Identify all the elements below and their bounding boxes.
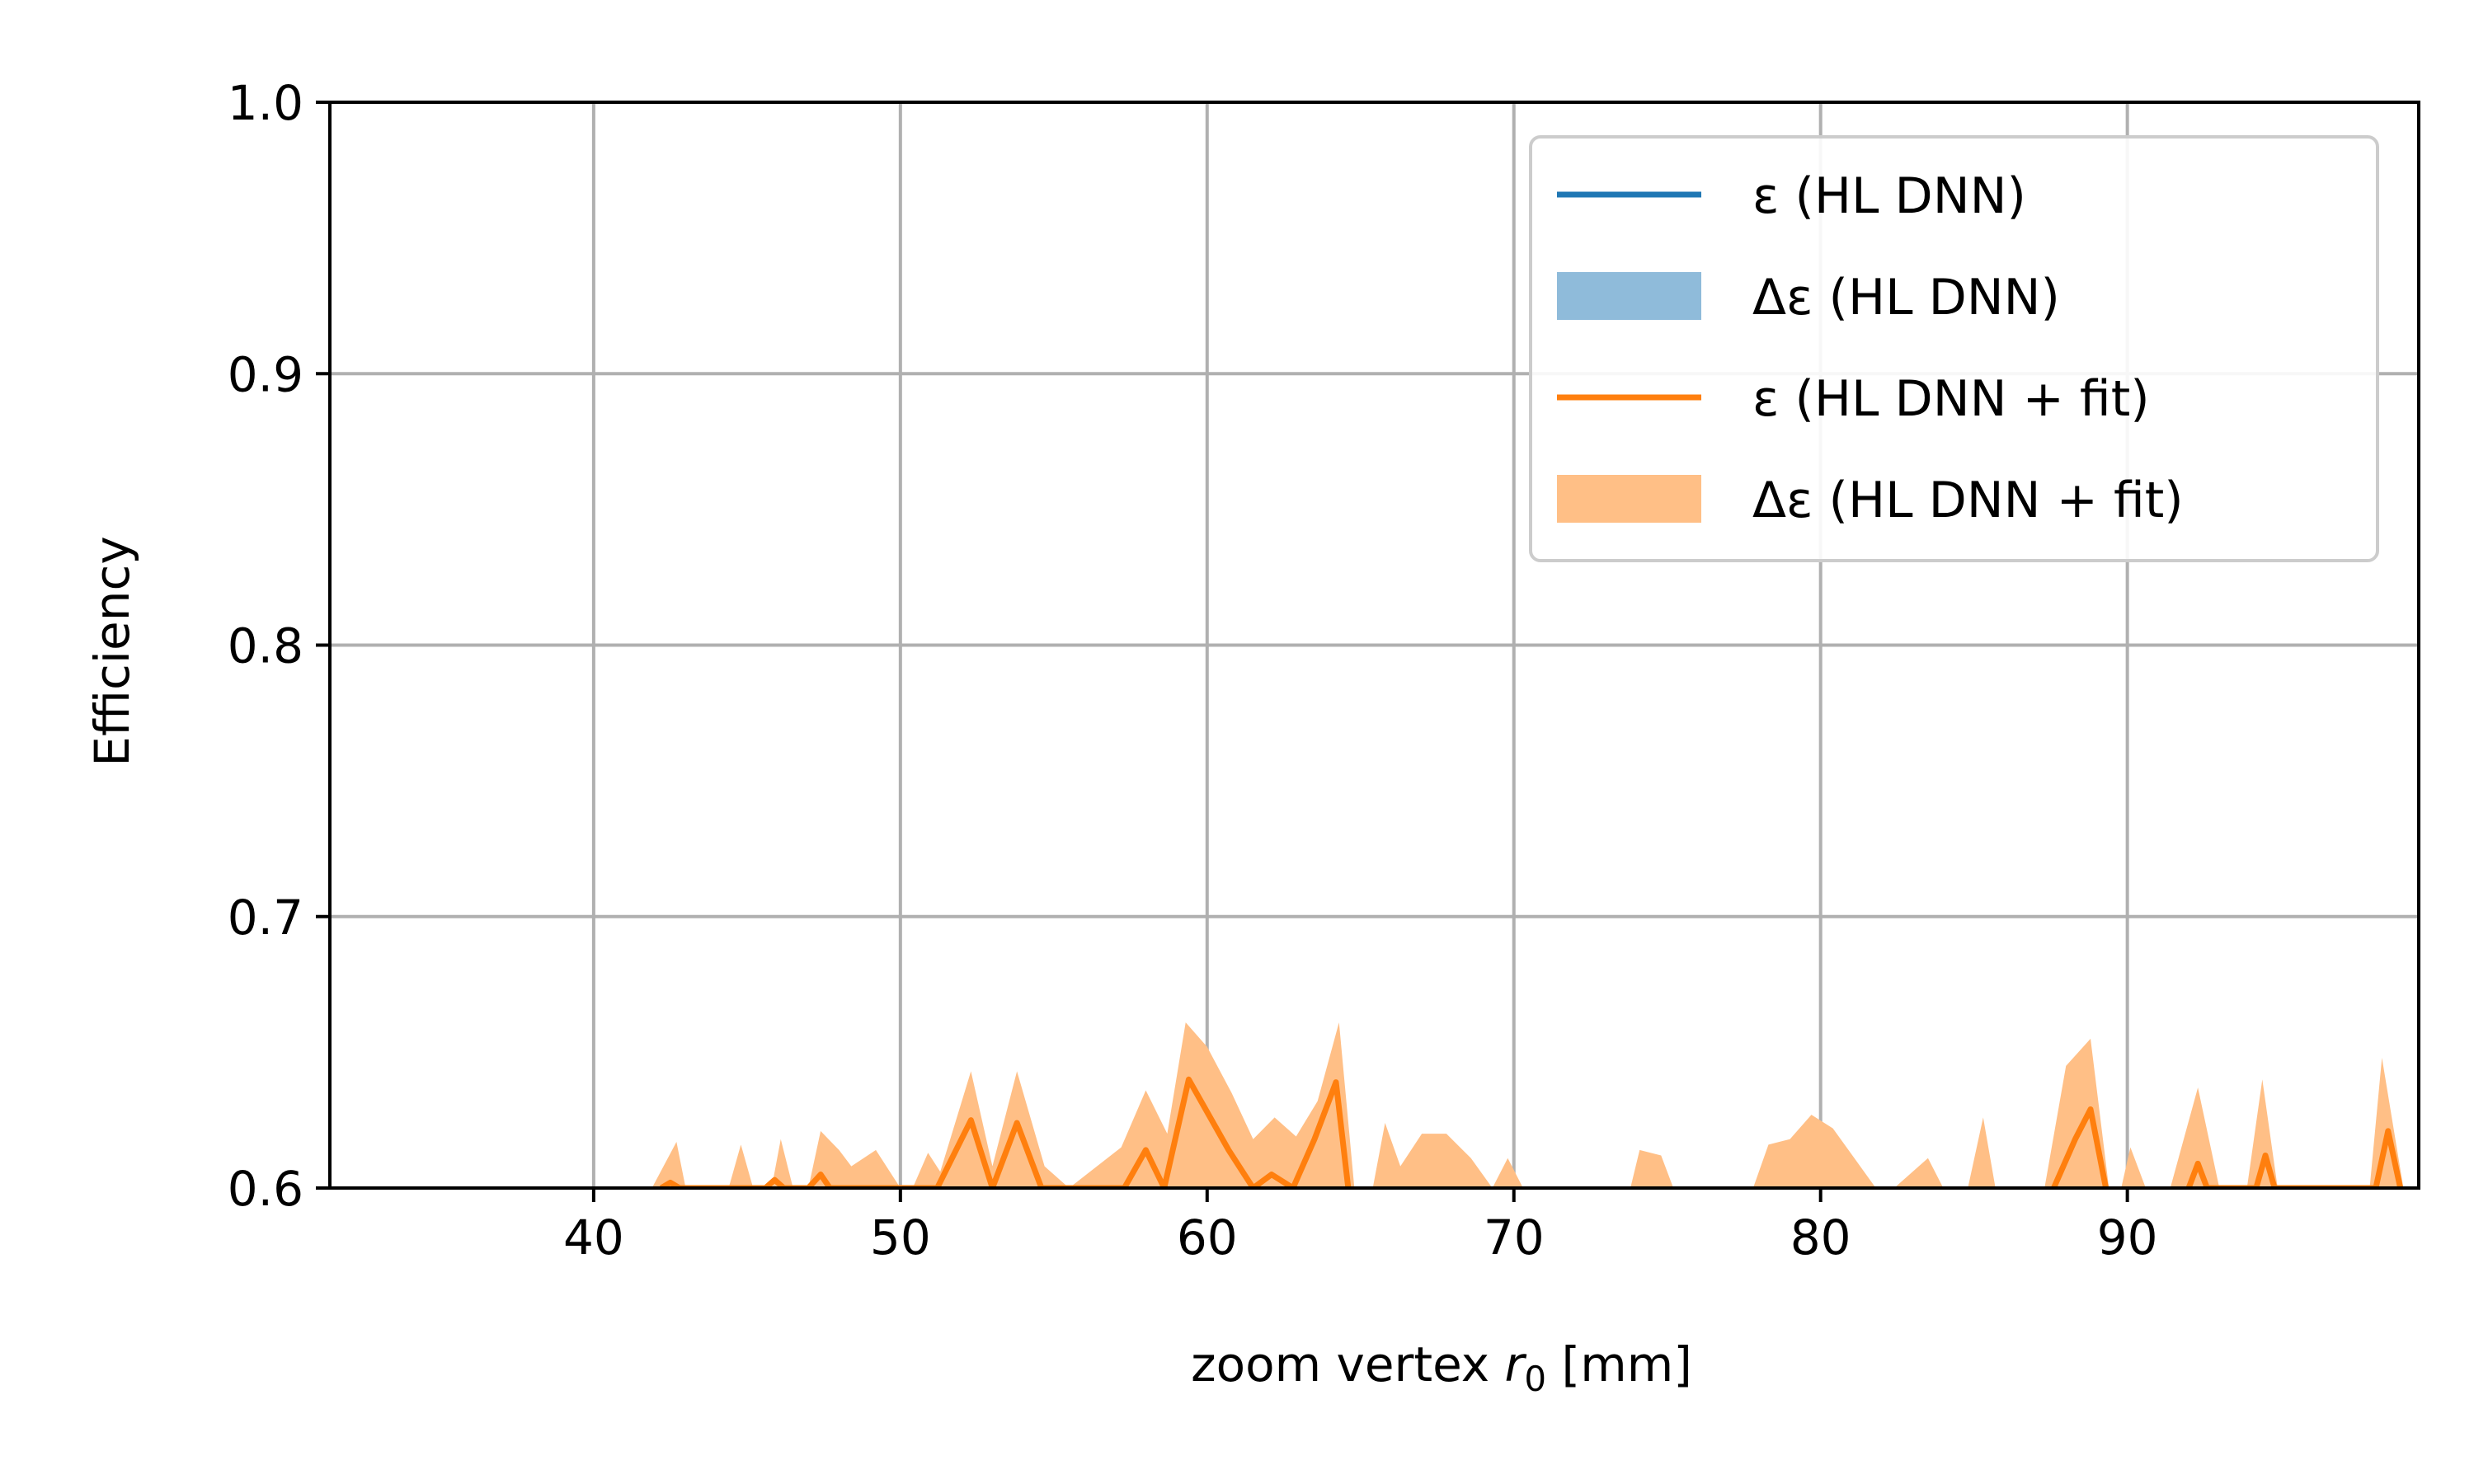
legend-box — [1529, 135, 2379, 562]
x-axis-label: zoom vertex r0 [mm] — [1191, 1336, 1692, 1399]
y-tick-label: 0.9 — [228, 346, 303, 402]
plot-data — [651, 1022, 2404, 1188]
legend-label: Δε (HL DNN + fit) — [1752, 472, 2184, 529]
x-tick-label: 40 — [563, 1209, 624, 1266]
x-tick-label: 50 — [870, 1209, 931, 1266]
y-tick-label: 0.7 — [228, 890, 303, 946]
efficiency-line — [659, 1076, 1352, 1188]
x-tick-label: 80 — [1790, 1209, 1851, 1266]
legend-patch-swatch — [1557, 475, 1701, 523]
y-tick-label: 0.8 — [228, 618, 303, 674]
efficiency-line — [2051, 1106, 2109, 1188]
legend-label: Δε (HL DNN) — [1752, 269, 2060, 326]
y-tick-label: 0.6 — [228, 1161, 303, 1217]
efficiency-line — [2185, 1128, 2404, 1188]
legend-patch-swatch — [1557, 272, 1701, 320]
y-axis-label: Efficiency — [84, 536, 140, 766]
x-tick-label: 90 — [2097, 1209, 2158, 1266]
y-tick-label: 1.0 — [228, 75, 303, 131]
uncertainty-band — [651, 1022, 2404, 1188]
legend: ε (HL DNN) Δε (HL DNN) ε (HL DNN + fit) Δε … — [1529, 135, 2379, 562]
x-tick-label: 70 — [1484, 1209, 1545, 1266]
legend-label: ε (HL DNN + fit) — [1752, 370, 2150, 428]
axis-ticks: 40 50 60 70 80 90 0.6 0.7 0.8 0.9 1.0 — [228, 75, 2158, 1266]
x-tick-label: 60 — [1177, 1209, 1238, 1266]
legend-label: ε (HL DNN) — [1752, 167, 2026, 225]
